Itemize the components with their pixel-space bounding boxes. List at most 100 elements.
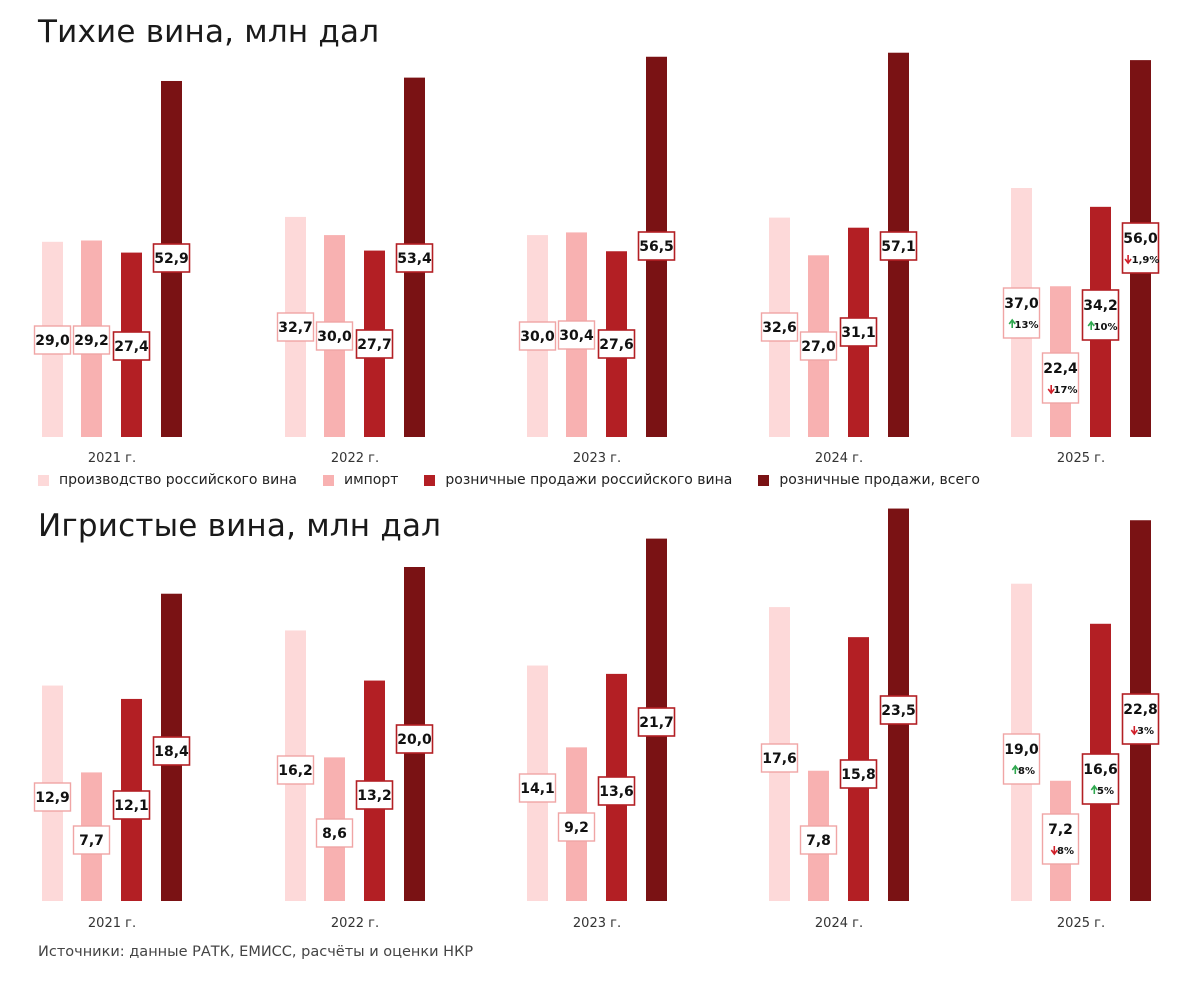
arrow-down-icon [1124,255,1132,265]
value-label: 13,6 [599,784,634,800]
value-label-box [1081,289,1120,341]
legend-item-retail-total: розничные продажи, всего [758,472,980,488]
bar-group-still-2: 30,0 30,4 27,6 56,5 [518,56,676,437]
value-label: 31,1 [841,325,876,341]
value-label: 8,6 [322,826,347,842]
legend-swatch-production [38,474,49,486]
value-label-box [112,331,151,361]
bar-group-sparkling-3: 17,6 7,8 15,8 23,5 [760,508,918,901]
legend-item-import: импорт [322,472,399,488]
change-label: 10% [1094,322,1118,333]
value-label-box [799,331,838,361]
value-label-box [1002,733,1041,785]
legend-label-retail-total: розничные продажи, всего [779,472,980,488]
value-label: 22,8 [1123,702,1158,718]
value-label-box [879,231,918,261]
year-tick-label: 2023 г. [573,916,621,931]
value-label: 16,2 [278,763,313,779]
value-label: 23,5 [881,703,916,719]
value-label-box [597,329,636,359]
legend-item-production: производство российского вина [38,472,297,488]
arrow-up-icon [1008,318,1016,328]
arrow-up-icon [1087,320,1095,330]
value-label-box [276,312,315,342]
value-label: 7,8 [806,833,831,849]
value-label-box [152,736,191,766]
value-label-box [72,325,111,355]
value-label: 34,2 [1083,298,1118,314]
value-label-box [799,825,838,855]
year-tick-label: 2021 г. [88,451,136,466]
value-label: 52,9 [154,251,189,267]
change-label: 8% [1018,766,1035,777]
bar-group-sparkling-4: 19,0 8% 7,2 8% 16,6 5% 22,8 3% [1002,520,1160,901]
change-label: 1,9% [1132,255,1160,266]
bar-group-still-1: 32,730,0 27,7 53,4 [276,77,434,438]
value-label: 37,0 [1004,296,1039,312]
arrow-down-icon [1050,846,1058,856]
value-label-box [276,755,315,785]
year-tick-label: 2021 г. [88,916,136,931]
value-label: 13,2 [357,788,392,804]
legend: производство российского вина импорт роз… [38,472,980,488]
bar-group-still-0: 29,0 29,2 27,4 52,9 [33,80,191,437]
value-label-box [1002,287,1041,339]
value-label: 53,4 [397,251,432,267]
legend-item-retail-russian: розничные продажи российского вина [424,472,732,488]
bar-group-sparkling-1: 16,2 8,6 13,2 20,0 [276,567,434,901]
value-label-box [637,707,676,737]
value-label-box [839,317,878,347]
change-label: 13% [1015,320,1039,331]
value-label-box [557,812,596,842]
value-label: 14,1 [520,781,555,797]
year-tick-label: 2024 г. [815,451,863,466]
legend-swatch-retail-russian [424,474,436,486]
legend-label-import: импорт [343,472,399,488]
sparkling-wines-title: Игристые вина, млн дал [38,508,442,544]
value-label-box [839,759,878,789]
value-label: 12,1 [114,798,149,814]
value-label-box [395,243,434,273]
year-tick-label: 2022 г. [331,451,379,466]
year-tick-label: 2025 г. [1057,916,1105,931]
legend-label-production: производство российского вина [59,472,297,488]
value-label-box [1121,693,1160,745]
year-tick-label: 2022 г. [331,916,379,931]
value-label: 9,2 [564,820,589,836]
value-label: 27,6 [599,337,634,353]
value-label: 56,0 [1123,231,1158,247]
value-label: 56,5 [639,239,674,255]
value-label: 21,7 [639,715,674,731]
value-label-box [315,321,354,351]
value-label-box [395,724,434,754]
legend-swatch-retail-total [758,474,770,486]
bar-group-still-3: 32,627,0 31,1 57,1 [760,52,918,437]
legend-label-retail-russian: розничные продажи российского вина [445,472,733,488]
value-label: 30,0 [520,329,555,345]
value-label: 22,4 [1043,361,1078,377]
value-label: 20,0 [397,732,432,748]
value-label: 27,0 [801,339,836,355]
legend-swatch-import [322,474,334,486]
change-label: 3% [1137,726,1154,737]
still-wines-title: Тихие вина, млн дал [38,14,380,50]
value-label-box [637,231,676,261]
value-label: 57,1 [881,239,916,255]
value-label-box [1081,753,1120,805]
sparkling-wines-chart: 12,9 7,7 12,1 18,4 2021 г. 16,2 8,6 13,2 20,0 202… [33,508,1160,931]
value-label: 27,4 [114,339,149,355]
value-label-box [112,790,151,820]
bar-group-still-4: 37,0 13% 22,4 17% 34,2 10% 56,0 1,9% [1002,60,1160,438]
arrow-down-icon [1130,726,1138,736]
value-label-box [355,780,394,810]
change-label: 8% [1057,846,1074,857]
value-label: 27,7 [357,337,392,353]
value-label-box [355,329,394,359]
value-label: 15,8 [841,767,876,783]
value-label: 32,6 [762,320,797,336]
value-label: 12,9 [35,790,70,806]
value-label: 18,4 [154,744,189,760]
value-label-box [1041,813,1080,865]
change-label: 5% [1097,786,1114,797]
